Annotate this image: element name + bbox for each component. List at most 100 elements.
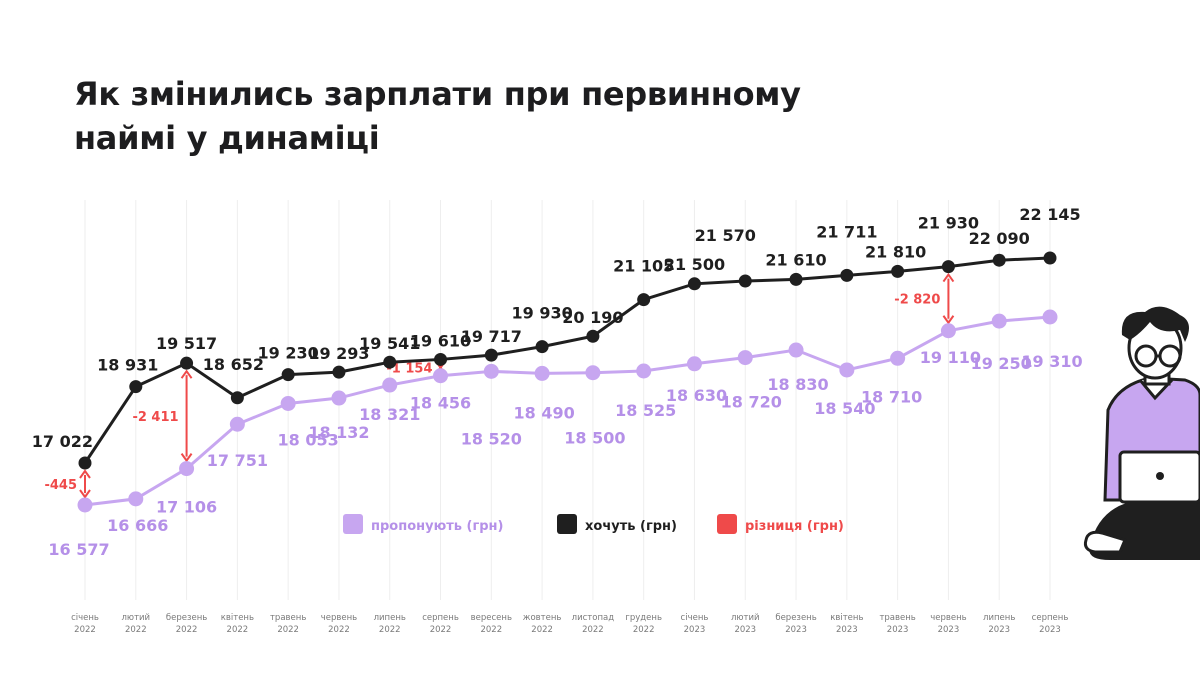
difference-arrow-head bbox=[942, 272, 955, 283]
x-tick-month: січень bbox=[71, 613, 99, 623]
offer-data-point bbox=[483, 363, 499, 379]
x-tick-month: липень bbox=[983, 613, 1015, 623]
offer-data-point bbox=[1042, 309, 1058, 325]
x-tick-month: квітень bbox=[221, 613, 254, 623]
want-data-point bbox=[383, 355, 397, 369]
chart-title-line-1: Як змінились зарплати при первинному bbox=[74, 75, 801, 113]
want-data-point bbox=[840, 268, 854, 282]
difference-arrow-head bbox=[942, 315, 955, 325]
want-data-label: 21 570 bbox=[695, 226, 756, 245]
offer-data-label: 18 710 bbox=[861, 387, 922, 406]
offer-data-point bbox=[433, 368, 449, 384]
x-axis-ticks: січень 2022 лютий 2022 березень 2022 квітень 20… bbox=[71, 613, 1068, 635]
x-tick-year: 2022 bbox=[582, 625, 604, 635]
offer-data-point bbox=[839, 362, 855, 378]
x-tick-month: жовтень bbox=[523, 613, 562, 623]
want-data-label: 19 610 bbox=[410, 331, 471, 350]
x-tick-month: червень bbox=[930, 613, 966, 623]
want-data-label: 22 145 bbox=[1019, 205, 1080, 224]
want-data-label: 17 022 bbox=[32, 432, 93, 451]
difference-arrow-head bbox=[180, 453, 193, 463]
want-data-point bbox=[281, 368, 295, 382]
want-data-point bbox=[738, 274, 752, 288]
difference-label: -2 411 bbox=[132, 410, 178, 425]
want-data-point bbox=[230, 391, 244, 405]
x-tick-month: вересень bbox=[471, 613, 512, 623]
want-data-label: 19 541 bbox=[359, 334, 420, 353]
x-tick-year: 2022 bbox=[531, 625, 553, 635]
legend-label-offer: пропонують (грн) bbox=[371, 519, 503, 534]
offer-data-point bbox=[229, 416, 245, 432]
want-data-point bbox=[891, 264, 905, 278]
offer-data-point bbox=[128, 491, 144, 507]
x-tick-month: січень bbox=[681, 613, 709, 623]
offer-data-label: 18 490 bbox=[513, 403, 574, 422]
difference-label: -2 820 bbox=[894, 293, 940, 308]
want-data-point bbox=[434, 352, 448, 366]
vertical-guides bbox=[84, 200, 1051, 600]
want-data-label: 21 930 bbox=[918, 214, 979, 233]
difference-arrow-head bbox=[79, 489, 91, 499]
difference-label: -1 154 bbox=[386, 362, 432, 377]
legend-label-want: хочуть (грн) bbox=[585, 519, 677, 534]
x-tick-year: 2022 bbox=[125, 625, 147, 635]
legend-swatch-diff bbox=[717, 514, 737, 534]
offer-data-point bbox=[737, 350, 753, 366]
want-data-point bbox=[941, 260, 955, 274]
offer-data-point bbox=[585, 365, 601, 381]
x-tick-month: червень bbox=[321, 613, 357, 623]
x-tick-month: лютий bbox=[731, 613, 760, 623]
offer-data-label: 19 110 bbox=[920, 348, 981, 367]
x-tick-year: 2023 bbox=[887, 625, 909, 635]
want-data-label: 20 190 bbox=[562, 308, 623, 327]
x-tick-year: 2023 bbox=[734, 625, 756, 635]
difference-markers: -445 -2 411 -1 154 -2 820 bbox=[44, 272, 955, 499]
want-data-label: 18 931 bbox=[97, 356, 158, 375]
chart-title: Як змінились зарплати при первинному най… bbox=[74, 72, 801, 160]
offer-data-point bbox=[636, 363, 652, 379]
want-data-point bbox=[78, 456, 92, 470]
want-data-label: 21 810 bbox=[865, 242, 926, 261]
offer-data-label: 18 540 bbox=[814, 399, 875, 418]
x-tick-month: липень bbox=[374, 613, 406, 623]
difference-arrow-head bbox=[79, 469, 91, 479]
want-data-label: 21 105 bbox=[613, 257, 674, 276]
offer-data-label: 18 720 bbox=[721, 393, 782, 412]
offer-data-label: 18 053 bbox=[278, 430, 339, 449]
offer-data-label: 16 666 bbox=[107, 516, 168, 535]
offer-data-label: 18 321 bbox=[359, 405, 420, 424]
offer-data-point bbox=[77, 497, 93, 513]
offer-data-label: 19 310 bbox=[1021, 352, 1082, 371]
x-tick-year: 2022 bbox=[328, 625, 350, 635]
offer-data-point bbox=[382, 377, 398, 393]
offer-data-point bbox=[991, 313, 1007, 329]
offer-series-line bbox=[84, 315, 1051, 507]
want-data-point bbox=[484, 348, 498, 362]
legend-label-diff: різниця (грн) bbox=[745, 519, 844, 534]
x-tick-month: листопад bbox=[572, 613, 615, 623]
offer-data-point bbox=[331, 390, 347, 406]
x-tick-year: 2023 bbox=[684, 625, 706, 635]
difference-arrow-head bbox=[180, 369, 193, 379]
want-data-label: 21 500 bbox=[664, 255, 725, 274]
offer-data-label: 18 525 bbox=[615, 401, 676, 420]
offer-data-label: 18 830 bbox=[767, 375, 828, 394]
x-tick-year: 2022 bbox=[633, 625, 655, 635]
x-tick-month: травень bbox=[270, 613, 306, 623]
want-data-label: 21 610 bbox=[765, 250, 826, 269]
want-series-line bbox=[83, 256, 1051, 464]
x-tick-month: серпень bbox=[1032, 613, 1069, 623]
want-data-label: 19 230 bbox=[258, 344, 319, 363]
series-lines bbox=[83, 256, 1051, 507]
offer-data-point bbox=[534, 365, 550, 381]
offer-data-label: 18 520 bbox=[461, 429, 522, 448]
x-tick-year: 2023 bbox=[1039, 625, 1061, 635]
x-tick-year: 2022 bbox=[430, 625, 452, 635]
x-tick-month: травень bbox=[879, 613, 915, 623]
x-tick-year: 2023 bbox=[988, 625, 1010, 635]
x-tick-month: лютий bbox=[121, 613, 150, 623]
want-data-point bbox=[180, 356, 194, 370]
want-data-point bbox=[637, 293, 651, 307]
